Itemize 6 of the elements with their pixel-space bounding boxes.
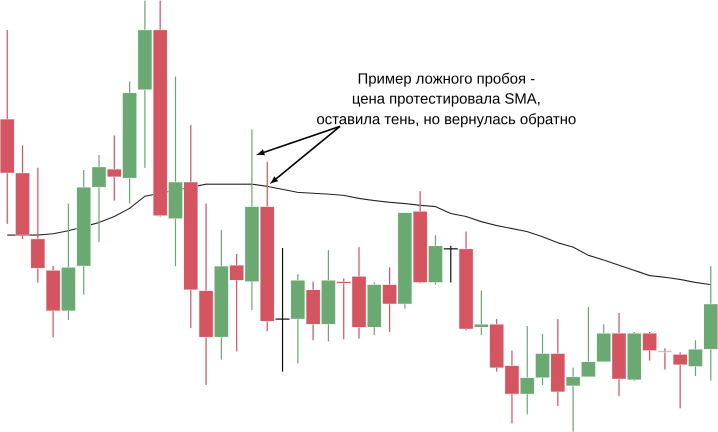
- annotation: оставила тень, но вернулась обратно: [317, 113, 576, 128]
- annotation: цена протестировала SMA,: [352, 93, 540, 107]
- candlestick: [274, 247, 290, 372]
- candlestick: [658, 348, 672, 370]
- annotation: Пример ложного пробоя -: [358, 72, 534, 87]
- candlestick: [443, 245, 458, 283]
